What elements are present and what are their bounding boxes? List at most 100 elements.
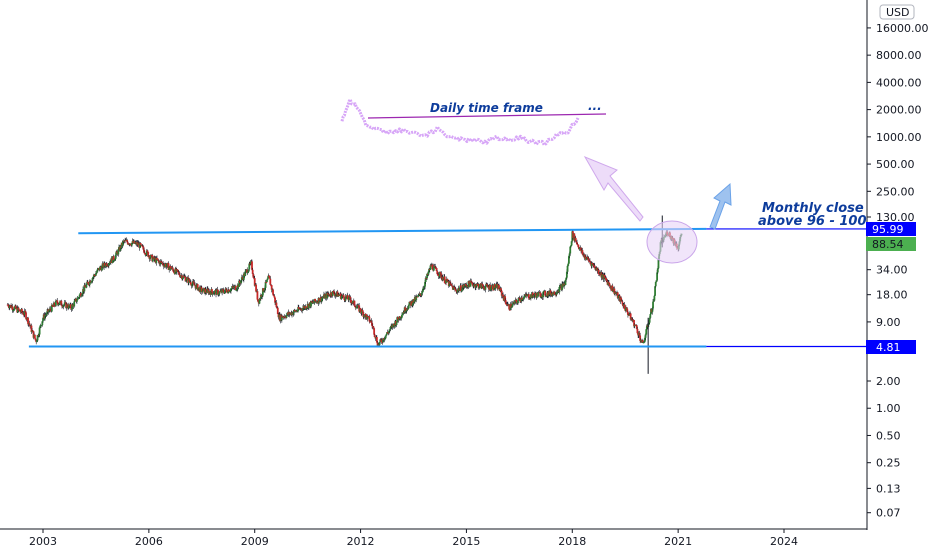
candle-body (21, 312, 24, 314)
candle-body (71, 304, 74, 310)
candle-body (651, 308, 654, 313)
candle-body (328, 294, 331, 296)
candle-body (256, 291, 259, 300)
candle-body (388, 330, 390, 333)
price-tick-label: 18.00 (876, 289, 908, 302)
monthly-close-label-line1: Monthly close (762, 201, 864, 216)
candle-body (601, 274, 604, 278)
candle-body (42, 318, 44, 322)
candle-body (284, 316, 287, 318)
candle-body (348, 296, 350, 301)
candle-body (605, 280, 608, 282)
currency-badge[interactable]: USD (879, 4, 915, 20)
daily-inset-series[interactable] (340, 97, 580, 147)
price-tick-label: 2.00 (876, 375, 901, 388)
candle-body (558, 286, 561, 293)
daily-ellipsis-label: ... (588, 99, 602, 113)
candle-body (411, 303, 414, 306)
candle-body (80, 295, 83, 297)
candle-body (419, 293, 422, 295)
candle-body (63, 302, 66, 305)
candle-body (213, 293, 215, 295)
candle-body (372, 326, 375, 329)
candle-body (73, 301, 76, 307)
candle-body (229, 291, 232, 293)
candle-body (181, 278, 184, 280)
candle-body (327, 292, 329, 295)
candle-body (364, 313, 367, 318)
candle-body (621, 301, 624, 305)
candle-body (69, 304, 72, 309)
candle-body (353, 300, 356, 306)
candle-body (318, 298, 321, 303)
candle-body (561, 283, 564, 290)
candle-body (56, 300, 59, 303)
candle-body (340, 296, 343, 299)
candle-body (387, 332, 390, 334)
candle-body (62, 305, 65, 308)
price-tick-label: 9.00 (876, 316, 901, 329)
candle-body (396, 317, 399, 320)
candle-body (652, 300, 655, 302)
candle-body (489, 289, 492, 291)
price-tick-label: 8000.00 (876, 49, 922, 62)
candle-body (60, 300, 63, 306)
candle-body (533, 294, 536, 297)
breakout-up-arrow[interactable] (709, 182, 732, 230)
candle-body (107, 265, 110, 267)
candle-body (436, 270, 439, 275)
candle-body (348, 296, 351, 298)
svg-text:88.54: 88.54 (872, 238, 904, 251)
candle-body (87, 282, 90, 285)
breakout-highlight-ellipse[interactable] (646, 220, 698, 264)
candle-body (362, 312, 365, 317)
candle-body (215, 289, 218, 295)
candle-body (236, 284, 239, 290)
candle-body (578, 248, 581, 250)
candle-body (33, 334, 36, 339)
price-axis[interactable]: 16000.00 8000.00 4000.00 2000.00 1000.00 500.… (867, 22, 929, 520)
candle-body (139, 243, 142, 245)
candle-body (549, 290, 552, 296)
candle-body (401, 314, 404, 316)
candle-body (206, 288, 209, 293)
candle-body (489, 284, 492, 291)
candle-body (258, 298, 261, 304)
time-axis[interactable]: 2003 2006 2009 2012 2015 2018 2021 2024 (29, 529, 798, 548)
candle-body (202, 288, 205, 292)
candle-body (609, 285, 612, 287)
candle-body (568, 253, 571, 257)
candle-body (643, 341, 646, 343)
resistance-trendline[interactable] (78, 227, 707, 235)
candle-body (266, 278, 269, 280)
candle-body (484, 286, 487, 290)
candle-body (263, 287, 266, 291)
daily-time-frame-inset[interactable] (340, 97, 580, 147)
candle-body (163, 264, 166, 267)
candle-body (276, 307, 279, 315)
candle-body (34, 338, 37, 341)
candle-body (373, 334, 376, 337)
candle-body (78, 297, 80, 299)
candle-body (320, 298, 323, 302)
candle-body (439, 271, 441, 277)
candle-body (405, 308, 408, 312)
candle-body (613, 288, 616, 295)
candle-body (636, 328, 639, 334)
candle-body (221, 289, 224, 291)
candle-body (648, 317, 651, 323)
candle-body (193, 282, 196, 285)
candle-body (595, 268, 597, 270)
candle-body (421, 291, 424, 294)
candle-body (199, 286, 202, 292)
daily-inset-arrow[interactable] (583, 155, 644, 222)
candle-body (116, 251, 118, 253)
candle-body (92, 276, 95, 279)
price-tick-label: 0.50 (876, 429, 901, 442)
candle-body (114, 259, 116, 261)
candle-body (297, 307, 300, 310)
candle-body (142, 246, 145, 250)
candle-body (249, 263, 251, 265)
candlestick-series[interactable] (6, 215, 683, 374)
